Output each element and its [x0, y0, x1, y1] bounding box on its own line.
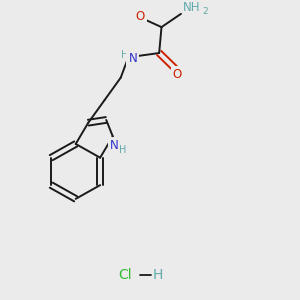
Text: 2: 2: [202, 7, 208, 16]
Text: O: O: [135, 10, 144, 23]
Text: Cl: Cl: [118, 268, 131, 283]
Text: H: H: [119, 145, 127, 155]
Text: H: H: [152, 268, 163, 283]
Text: NH: NH: [183, 1, 200, 14]
Text: N: N: [110, 139, 118, 152]
Text: H: H: [121, 50, 128, 60]
Text: O: O: [172, 68, 182, 81]
Text: N: N: [128, 52, 137, 65]
